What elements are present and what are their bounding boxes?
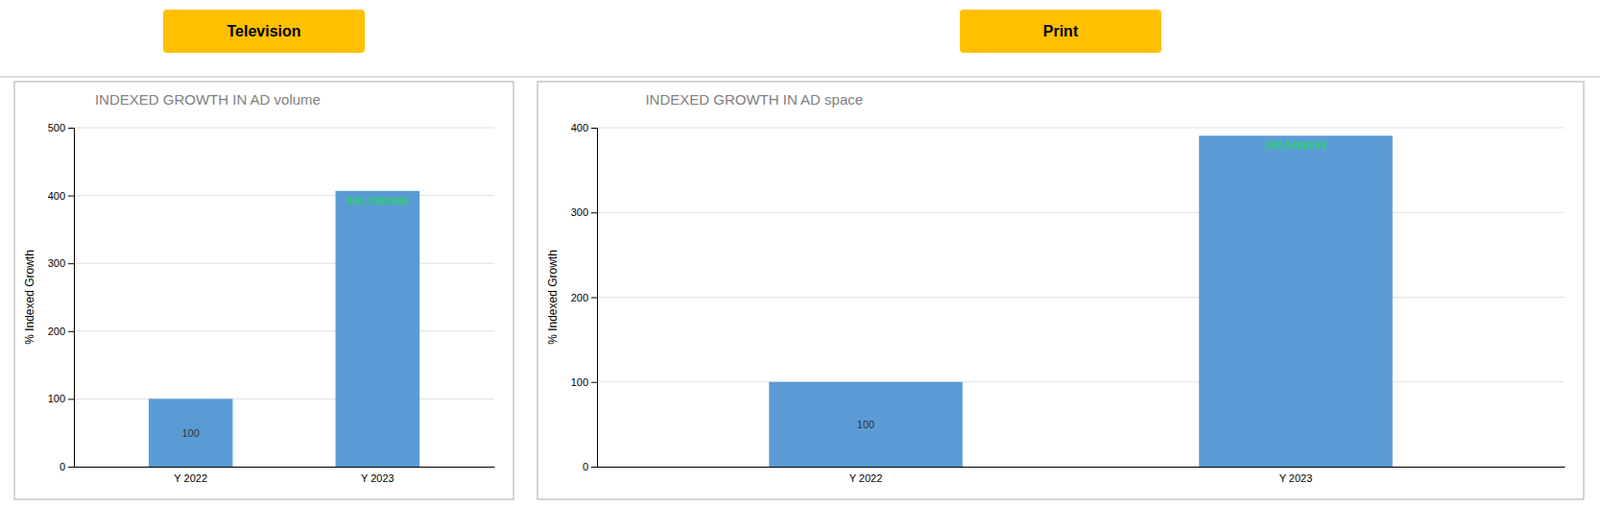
grid-line <box>597 296 1565 298</box>
bar <box>768 382 963 467</box>
axis-domain <box>591 128 598 468</box>
separator <box>0 76 1600 78</box>
y-axis: 0 100 200 300 400 <box>571 121 598 473</box>
tick: 500 <box>47 121 74 134</box>
tick-mark <box>591 212 598 214</box>
tick: 300 <box>571 206 598 218</box>
axis-domain <box>74 466 496 468</box>
grid-line <box>73 127 495 129</box>
tick: Y 2023 <box>360 466 395 484</box>
x-axis: Y 2022 Y 2023 <box>74 466 496 484</box>
axis-domain <box>597 466 1566 468</box>
y-axis: 0 100 200 300 400 500 <box>47 121 75 473</box>
bars <box>768 135 1393 467</box>
header-text: Print <box>1043 23 1079 40</box>
tick: Y 2022 <box>849 466 884 484</box>
header: Print <box>959 9 1162 53</box>
x-axis: Y 2022 Y 2023 <box>597 466 1566 484</box>
plot: 0 100 200 300 400 500 Y 2022 Y 2023 100 406.78692… <box>47 121 496 484</box>
bar <box>335 191 421 467</box>
tick-mark <box>591 127 598 129</box>
grid-line <box>597 212 1565 214</box>
tick-label: 0 <box>59 460 66 473</box>
tick-label: 200 <box>47 325 66 337</box>
data-labels: 100 406.7869288 <box>181 194 408 439</box>
tick-mark <box>591 466 598 468</box>
tick-mark <box>68 466 74 468</box>
axis-title: % Indexed Growth <box>23 249 37 345</box>
data-label: 406.7869288 <box>346 194 408 207</box>
grid-line <box>73 194 495 196</box>
tick-label: Y 2022 <box>173 472 208 484</box>
bars <box>148 191 420 467</box>
tick: Y 2023 <box>1279 466 1314 484</box>
axis-title: % Indexed Growth <box>546 249 560 345</box>
tick-mark <box>68 331 74 333</box>
data-labels: 100 390.5498268 <box>857 139 1327 430</box>
tick-mark <box>591 297 598 299</box>
grid-line <box>597 127 1565 129</box>
tick: 100 <box>571 376 598 388</box>
chart-root: Television 0 100 200 300 400 500 Y 2022 Y 2023 10… <box>0 0 1600 507</box>
header-box <box>959 9 1162 53</box>
tick-label: 500 <box>47 121 66 134</box>
tick: 0 <box>582 460 598 473</box>
header-text: Television <box>226 23 301 40</box>
grid-line <box>73 466 495 468</box>
tick-mark <box>68 195 74 197</box>
tick-label: 100 <box>47 392 66 405</box>
tick: 300 <box>47 257 74 269</box>
tick: 400 <box>47 190 74 202</box>
tick-label: 200 <box>571 291 589 304</box>
tick: 200 <box>47 325 74 337</box>
grid-line <box>73 398 495 400</box>
tick-label: 300 <box>47 257 66 269</box>
axis-domain <box>68 128 75 468</box>
grid-line <box>73 330 495 332</box>
data-label: 100 <box>181 427 199 439</box>
panel-border <box>14 81 514 500</box>
grid-line <box>597 466 1565 468</box>
bar <box>148 398 234 467</box>
tick-label: Y 2023 <box>360 472 395 484</box>
chart-title: INDEXED GROWTH IN AD space <box>644 91 863 108</box>
bar <box>1198 135 1393 467</box>
tick-label: Y 2022 <box>849 472 884 484</box>
tick-label: 400 <box>571 121 589 134</box>
plot: 0 100 200 300 400 Y 2022 Y 2023 100 390.5498268 <box>571 121 1566 484</box>
data-label: 390.5498268 <box>1265 139 1327 151</box>
header: Television <box>163 9 365 53</box>
tick-mark <box>591 382 598 383</box>
tick: 100 <box>47 392 74 405</box>
tick-label: 400 <box>47 190 66 202</box>
tick: 200 <box>571 291 598 304</box>
tick-label: Y 2023 <box>1279 472 1314 484</box>
data-label: 100 <box>857 418 875 430</box>
tick: 0 <box>59 460 74 473</box>
tick-mark <box>68 127 74 129</box>
panel-border <box>537 81 1584 500</box>
tick-label: 100 <box>571 376 589 388</box>
tick: Y 2022 <box>173 466 208 484</box>
tick: 400 <box>571 121 598 134</box>
grid <box>597 127 1565 467</box>
tick-mark <box>68 262 74 264</box>
chart-title: INDEXED GROWTH IN AD volume <box>95 91 321 108</box>
header-box <box>163 9 365 53</box>
grid <box>73 127 495 467</box>
grid-line <box>73 262 495 264</box>
tick-label: 0 <box>582 460 589 473</box>
grid-line <box>597 381 1565 383</box>
tick-label: 300 <box>571 206 589 218</box>
tick-mark <box>68 398 74 400</box>
